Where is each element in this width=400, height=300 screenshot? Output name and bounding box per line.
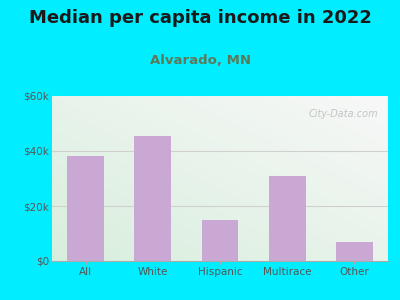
Bar: [336, 242, 373, 261]
Bar: [134, 136, 171, 261]
Bar: [269, 176, 306, 261]
Text: Median per capita income in 2022: Median per capita income in 2022: [28, 9, 372, 27]
Bar: [67, 157, 104, 261]
Text: Alvarado, MN: Alvarado, MN: [150, 54, 250, 67]
Bar: [202, 220, 238, 261]
Text: City-Data.com: City-Data.com: [308, 109, 378, 119]
